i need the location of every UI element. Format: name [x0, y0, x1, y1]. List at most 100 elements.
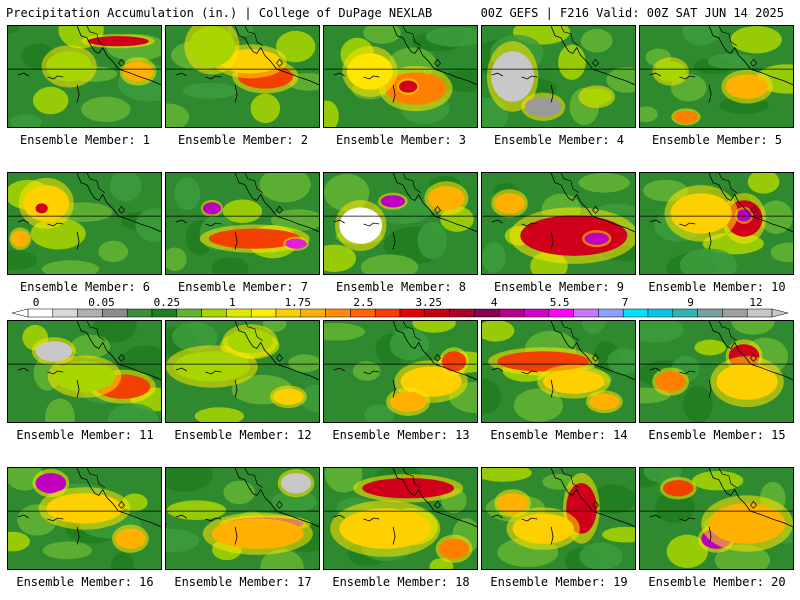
map-field: [324, 321, 477, 422]
member-map-8: [323, 172, 478, 275]
colorbar-swatch: [201, 308, 227, 318]
member-map-18: [323, 467, 478, 570]
map-field: [640, 173, 793, 274]
member-label: Ensemble Member: 12: [174, 428, 312, 442]
member-map-7: [165, 172, 320, 275]
colorbar-swatch: [151, 308, 178, 318]
member-map-15: [639, 320, 794, 423]
map-field: [8, 468, 161, 569]
member-label: Ensemble Member: 5: [651, 133, 783, 147]
member-map-5: [639, 25, 794, 128]
member-label: Ensemble Member: 4: [493, 133, 625, 147]
colorbar-label: 1.75: [285, 297, 312, 309]
member-map-4: [481, 25, 636, 128]
colorbar-swatch: [374, 308, 401, 318]
map-field: [482, 321, 635, 422]
colorbar: 0 0.05 0.25 1 1.75 2.5 3.25 4 5.5 7 9 12: [8, 297, 792, 323]
colorbar-label: 12: [749, 297, 762, 309]
colorbar-label: 0.25: [154, 297, 181, 309]
colorbar-swatch: [226, 308, 252, 318]
map-field: [324, 173, 477, 274]
member-label: Ensemble Member: 10: [648, 280, 786, 294]
colorbar-swatch: [474, 308, 500, 318]
colorbar-swatch: [746, 308, 773, 318]
map-field: [640, 26, 793, 127]
colorbar-swatch: [498, 308, 525, 318]
map-field: [324, 26, 477, 127]
map-field: [640, 321, 793, 422]
map-field: [482, 468, 635, 569]
member-label: Ensemble Member: 18: [332, 575, 470, 589]
colorbar-swatch: [449, 308, 475, 318]
colorbar-swatch: [275, 308, 302, 318]
colorbar-arrow-right: [771, 308, 789, 318]
member-map-14: [481, 320, 636, 423]
colorbar-swatch: [350, 308, 376, 318]
colorbar-swatch: [52, 308, 78, 318]
member-label: Ensemble Member: 6: [19, 280, 151, 294]
member-label: Ensemble Member: 19: [490, 575, 628, 589]
colorbar-swatch: [102, 308, 128, 318]
member-map-12: [165, 320, 320, 423]
member-map-19: [481, 467, 636, 570]
member-label: Ensemble Member: 15: [648, 428, 786, 442]
member-map-20: [639, 467, 794, 570]
colorbar-swatch: [325, 308, 351, 318]
member-map-1: [7, 25, 162, 128]
colorbar-swatch: [722, 308, 748, 318]
map-field: [166, 173, 319, 274]
member-label: Ensemble Member: 16: [16, 575, 154, 589]
colorbar-swatch: [27, 308, 54, 318]
member-map-10: [639, 172, 794, 275]
colorbar-swatch: [697, 308, 723, 318]
member-label: Ensemble Member: 11: [16, 428, 154, 442]
colorbar-label: 3.25: [415, 297, 442, 309]
member-map-13: [323, 320, 478, 423]
colorbar-swatch: [573, 308, 599, 318]
member-map-11: [7, 320, 162, 423]
member-label: Ensemble Member: 17: [174, 575, 312, 589]
member-map-6: [7, 172, 162, 275]
colorbar-swatch: [647, 308, 674, 318]
colorbar-swatch: [598, 308, 624, 318]
title-left: Precipitation Accumulation (in.) | Colle…: [6, 6, 433, 20]
member-map-2: [165, 25, 320, 128]
colorbar-swatch: [126, 308, 153, 318]
member-label: Ensemble Member: 9: [493, 280, 625, 294]
map-field: [482, 26, 635, 127]
colorbar-swatch: [548, 308, 574, 318]
member-label: Ensemble Member: 20: [648, 575, 786, 589]
map-field: [166, 26, 319, 127]
member-label: Ensemble Member: 2: [177, 133, 309, 147]
member-label: Ensemble Member: 7: [177, 280, 309, 294]
map-field: [166, 321, 319, 422]
colorbar-swatch: [250, 308, 277, 318]
colorbar-label: 5.5: [550, 297, 570, 309]
map-field: [8, 173, 161, 274]
colorbar-swatch: [523, 308, 550, 318]
colorbar-svg: 0 0.05 0.25 1 1.75 2.5 3.25 4 5.5 7 9 12: [11, 297, 789, 318]
colorbar-swatch: [300, 308, 326, 318]
colorbar-arrow-left: [11, 308, 29, 318]
member-map-9: [481, 172, 636, 275]
colorbar-swatch: [176, 308, 202, 318]
member-label: Ensemble Member: 14: [490, 428, 628, 442]
colorbar-label: 2.5: [353, 297, 373, 309]
map-field: [324, 468, 477, 569]
member-label: Ensemble Member: 1: [19, 133, 151, 147]
member-label: Ensemble Member: 3: [335, 133, 467, 147]
colorbar-label: 0: [33, 297, 40, 309]
member-map-17: [165, 467, 320, 570]
colorbar-swatch: [622, 308, 649, 318]
colorbar-label: 9: [687, 297, 694, 309]
member-map-3: [323, 25, 478, 128]
map-field: [166, 468, 319, 569]
member-label: Ensemble Member: 13: [332, 428, 470, 442]
map-field: [482, 173, 635, 274]
member-label: Ensemble Member: 8: [335, 280, 467, 294]
colorbar-swatch: [424, 308, 450, 318]
colorbar-swatch: [672, 308, 698, 318]
colorbar-label: 0.05: [88, 297, 115, 309]
title-right: 00Z GEFS | F216 Valid: 00Z SAT JUN 14 20…: [480, 6, 784, 20]
map-field: [640, 468, 793, 569]
